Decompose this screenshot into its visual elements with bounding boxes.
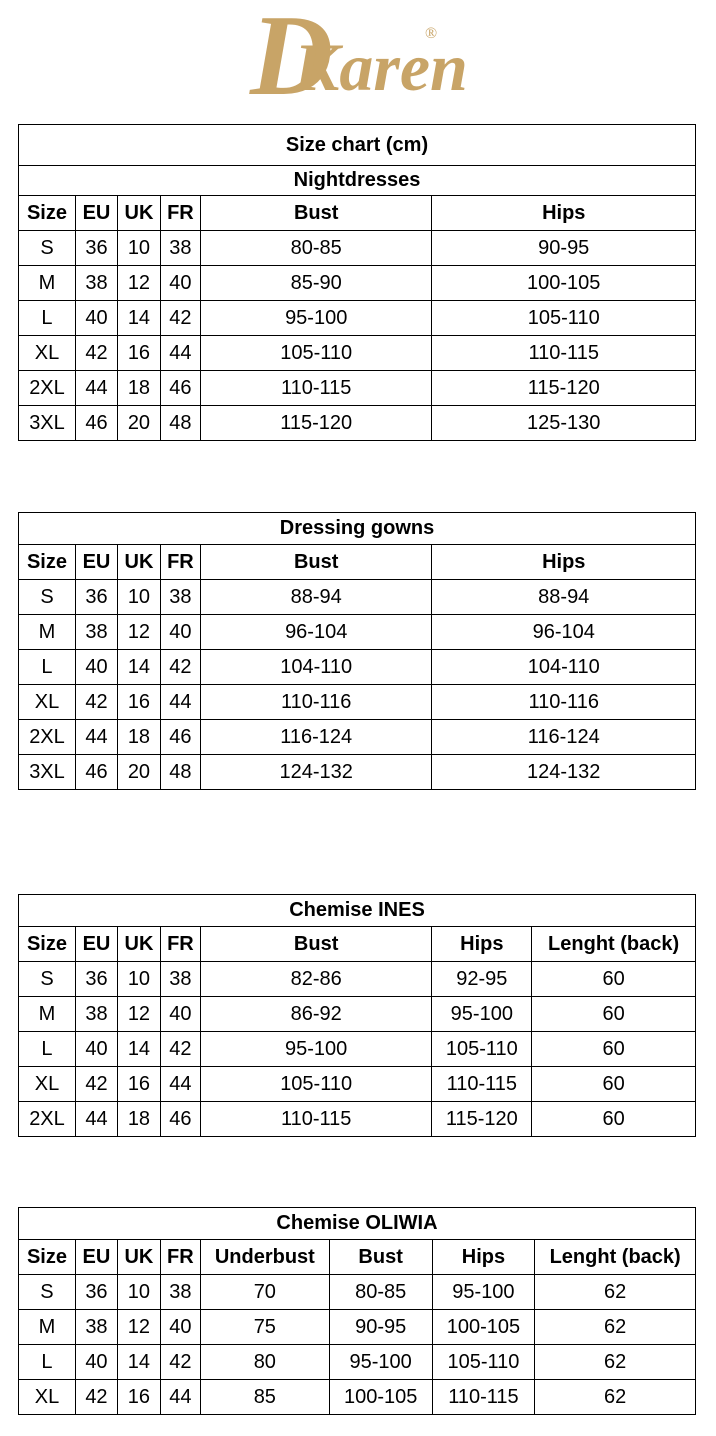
svg-text:®: ® — [425, 25, 437, 42]
svg-text:Karen: Karen — [293, 29, 468, 105]
